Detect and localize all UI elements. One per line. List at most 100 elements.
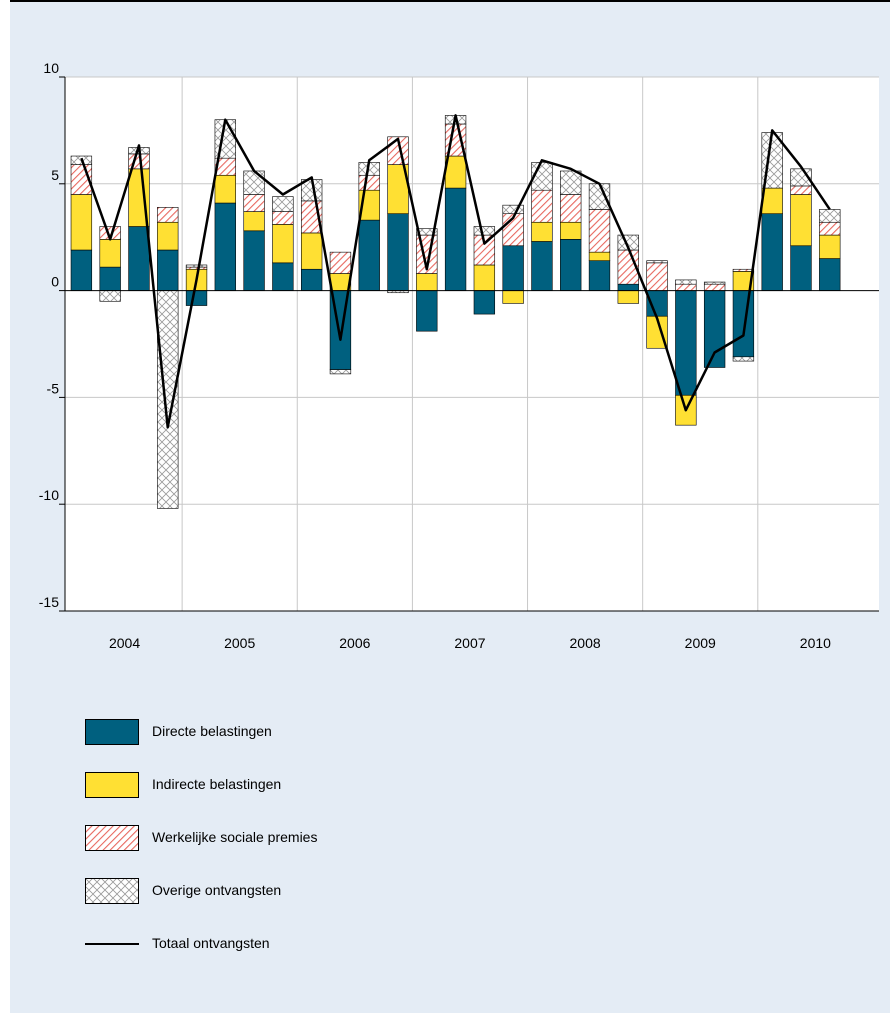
bar-segment-directe-belastingen	[157, 249, 179, 291]
bar-segment-indirecte-belastingen	[416, 273, 438, 291]
bar-segment-directe-belastingen	[703, 290, 726, 368]
bar-segment-werkelijke-sociale-premies	[243, 194, 265, 212]
x-tick-label: 2005	[224, 635, 255, 651]
legend-line-totaal	[85, 943, 139, 945]
bar-segment-directe-belastingen	[272, 262, 294, 291]
bar-segment-indirecte-belastingen	[473, 264, 496, 291]
bar-segment-directe-belastingen	[531, 241, 553, 291]
bar-segment-werkelijke-sociale-premies	[329, 251, 352, 274]
bar-segment-indirecte-belastingen	[243, 211, 265, 232]
bar-segment-indirecte-belastingen	[819, 234, 841, 259]
bar-segment-werkelijke-sociale-premies	[157, 206, 179, 223]
bar-segment-directe-belastingen	[358, 219, 380, 291]
legend-swatch-sociale-premies	[85, 825, 139, 851]
bar-segment-overige-ontvangsten	[272, 196, 294, 212]
bar-segment-overige-ontvangsten	[157, 290, 179, 509]
legend-swatch-overige	[85, 878, 139, 904]
bar-segment-werkelijke-sociale-premies	[732, 268, 755, 272]
bar-segment-overige-ontvangsten	[473, 226, 496, 236]
x-tick-label: 2010	[800, 635, 831, 651]
bar-segment-directe-belastingen	[790, 245, 812, 291]
bar-segment-overige-ontvangsten	[819, 209, 841, 223]
bar-segment-directe-belastingen	[732, 290, 755, 358]
bar-segment-werkelijke-sociale-premies	[819, 221, 841, 236]
legend-swatch-indirecte	[85, 772, 139, 798]
bar-segment-directe-belastingen	[473, 290, 496, 315]
series-line-totaal-ontvangsten	[80, 114, 831, 429]
bar-segment-overige-ontvangsten	[560, 170, 582, 195]
bar-segment-werkelijke-sociale-premies	[272, 211, 294, 225]
bar-segment-werkelijke-sociale-premies	[588, 209, 611, 253]
legend-label: Werkelijke sociale premies	[152, 829, 318, 845]
bar-segment-indirecte-belastingen	[531, 221, 553, 242]
y-tick-label: 10	[43, 60, 59, 76]
y-tick-label: -10	[39, 487, 59, 503]
legend-label: Directe belastingen	[152, 723, 272, 739]
bar-segment-overige-ontvangsten	[675, 279, 697, 285]
bar-segment-overige-ontvangsten	[646, 260, 668, 264]
bar-segment-indirecte-belastingen	[761, 187, 783, 215]
x-tick-label: 2009	[685, 635, 716, 651]
bar-segment-indirecte-belastingen	[272, 224, 294, 264]
plot-area	[65, 77, 879, 611]
bar-segment-werkelijke-sociale-premies	[790, 185, 812, 195]
bar-segment-directe-belastingen	[416, 290, 438, 332]
bar-segment-indirecte-belastingen	[617, 290, 639, 304]
x-tick-label: 2006	[339, 635, 370, 651]
legend-label: Indirecte belastingen	[152, 776, 282, 792]
bar-segment-directe-belastingen	[444, 187, 467, 291]
bar-segment-directe-belastingen	[617, 283, 639, 291]
bar-segment-directe-belastingen	[761, 213, 783, 291]
bar-segment-directe-belastingen	[128, 226, 150, 291]
bar-segment-indirecte-belastingen	[560, 221, 582, 240]
y-tick-label: -15	[39, 594, 59, 610]
bar-segment-overige-ontvangsten	[588, 183, 611, 210]
stacked-bar-chart: 10 5 0 -5 -10 -15 2004 2005 2006 2007 2008 2009 2010	[39, 60, 879, 651]
bar-segment-indirecte-belastingen	[70, 194, 93, 251]
bar-segment-indirecte-belastingen	[99, 239, 121, 268]
bar-segment-directe-belastingen	[99, 266, 121, 291]
bar-segment-indirecte-belastingen	[214, 174, 236, 204]
bar-segment-directe-belastingen	[387, 213, 409, 291]
bar-segment-directe-belastingen	[214, 202, 236, 291]
bar-segment-overige-ontvangsten	[703, 281, 726, 285]
bar-segment-indirecte-belastingen	[502, 290, 524, 304]
bar-segment-werkelijke-sociale-premies	[358, 174, 380, 191]
bar-segment-directe-belastingen	[185, 290, 208, 306]
legend-swatch-directe	[85, 719, 139, 745]
bar-segment-werkelijke-sociale-premies	[703, 283, 726, 291]
bar-segment-directe-belastingen	[560, 239, 582, 291]
bar-segment-directe-belastingen	[300, 268, 323, 291]
bar-segment-werkelijke-sociale-premies	[560, 194, 582, 223]
bar-segment-overige-ontvangsten	[732, 356, 755, 362]
bar-segment-overige-ontvangsten	[185, 264, 208, 268]
y-tick-label: 0	[51, 274, 59, 290]
x-tick-label: 2007	[454, 635, 485, 651]
bar-segment-werkelijke-sociale-premies	[185, 266, 208, 270]
bar-segment-directe-belastingen	[588, 260, 611, 291]
bar-segment-directe-belastingen	[70, 249, 93, 291]
legend-label: Overige ontvangsten	[152, 882, 282, 898]
chart-frame: 10 5 0 -5 -10 -15 2004 2005 2006 2007 2008 2009 2010…	[10, 0, 890, 1013]
x-tick-label: 2008	[570, 635, 601, 651]
bar-segment-indirecte-belastingen	[790, 194, 812, 247]
bar-segment-directe-belastingen	[819, 258, 841, 291]
bar-segment-overige-ontvangsten	[243, 170, 265, 195]
legend-label: Totaal ontvangsten	[152, 935, 270, 951]
bar-segment-overige-ontvangsten	[502, 204, 524, 215]
bar-segment-directe-belastingen	[502, 245, 524, 291]
bar-segment-directe-belastingen	[243, 230, 265, 291]
bar-segment-directe-belastingen	[675, 290, 697, 396]
x-tick-label: 2004	[109, 635, 140, 651]
bar-segment-indirecte-belastingen	[300, 232, 323, 270]
bar-segment-indirecte-belastingen	[157, 221, 179, 251]
bar-segment-overige-ontvangsten	[99, 290, 121, 302]
bar-segment-indirecte-belastingen	[588, 251, 611, 261]
bar-segment-werkelijke-sociale-premies	[646, 262, 668, 291]
bar-segment-werkelijke-sociale-premies	[675, 283, 697, 291]
bar-segment-overige-ontvangsten	[416, 228, 438, 236]
y-tick-label: -5	[47, 380, 60, 396]
bar-segment-werkelijke-sociale-premies	[531, 189, 553, 223]
y-tick-label: 5	[51, 167, 59, 183]
bar-segment-overige-ontvangsten	[329, 369, 352, 375]
